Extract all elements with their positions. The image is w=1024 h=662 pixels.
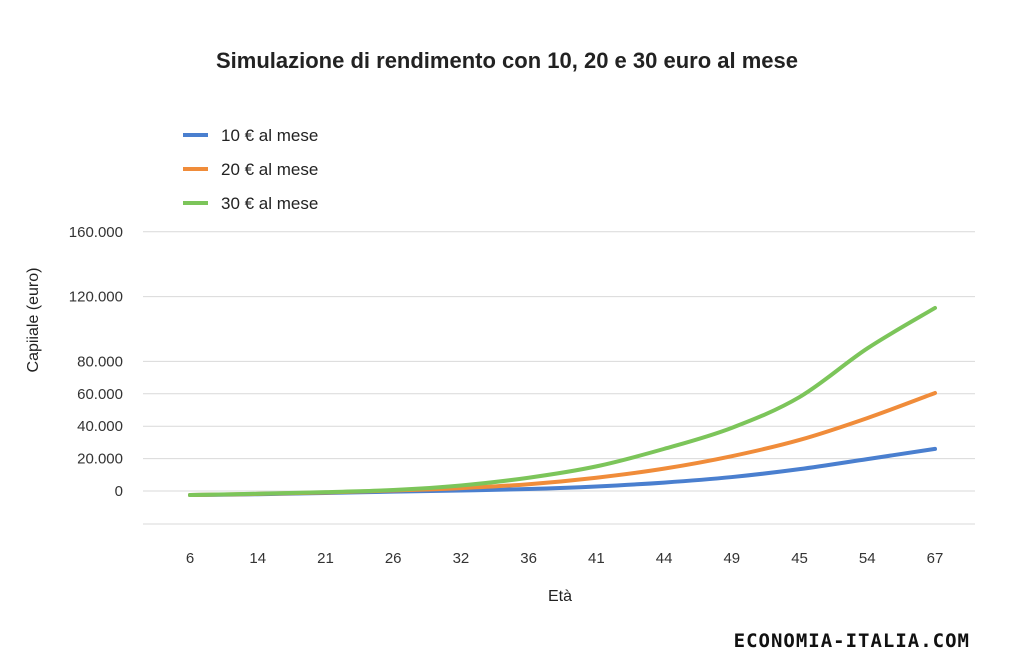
x-tick-label: 21 xyxy=(317,550,334,567)
gridlines xyxy=(143,231,975,525)
y-tick-label: 120.000 xyxy=(69,289,123,306)
legend-entry: 10 € al mese xyxy=(221,126,318,145)
series-lines xyxy=(188,305,937,498)
x-axis-label: Età xyxy=(548,588,572,605)
y-tick-label: 160.000 xyxy=(69,224,123,241)
site-watermark: ECONOMIA-ITALIA.COM xyxy=(733,630,970,652)
legend: 10 € al mese 20 € al mese 30 € al mese xyxy=(183,126,318,213)
x-axis-ticks: 6 14 21 26 32 36 41 44 49 45 54 67 xyxy=(186,550,944,567)
x-tick-label: 26 xyxy=(385,550,402,567)
x-tick-label: 41 xyxy=(588,550,605,567)
chart-title: Simulazione di rendimento con 10, 20 e 3… xyxy=(216,48,798,73)
x-tick-label: 54 xyxy=(859,550,876,567)
y-tick-label: 20.000 xyxy=(77,451,123,468)
x-tick-label: 44 xyxy=(656,550,673,567)
x-tick-label: 49 xyxy=(723,550,740,567)
legend-entry: 20 € al mese xyxy=(221,160,318,179)
y-axis-label: Capiiale (euro) xyxy=(25,268,42,373)
y-tick-label: 60.000 xyxy=(77,386,123,403)
y-tick-label: 0 xyxy=(115,483,123,500)
series-line-2 xyxy=(188,390,937,498)
x-tick-label: 36 xyxy=(520,550,537,567)
y-tick-label: 80.000 xyxy=(77,353,123,370)
y-axis-ticks: 0 20.000 40.000 60.000 80.000 120.000 160.000 xyxy=(69,224,123,500)
y-tick-label: 40.000 xyxy=(77,418,123,435)
x-tick-label: 6 xyxy=(186,550,194,567)
legend-entry: 30 € al mese xyxy=(221,194,318,213)
series-line-3 xyxy=(188,305,937,498)
x-tick-label: 67 xyxy=(927,550,944,567)
x-tick-label: 45 xyxy=(791,550,808,567)
x-tick-label: 14 xyxy=(249,550,266,567)
x-tick-label: 32 xyxy=(453,550,470,567)
